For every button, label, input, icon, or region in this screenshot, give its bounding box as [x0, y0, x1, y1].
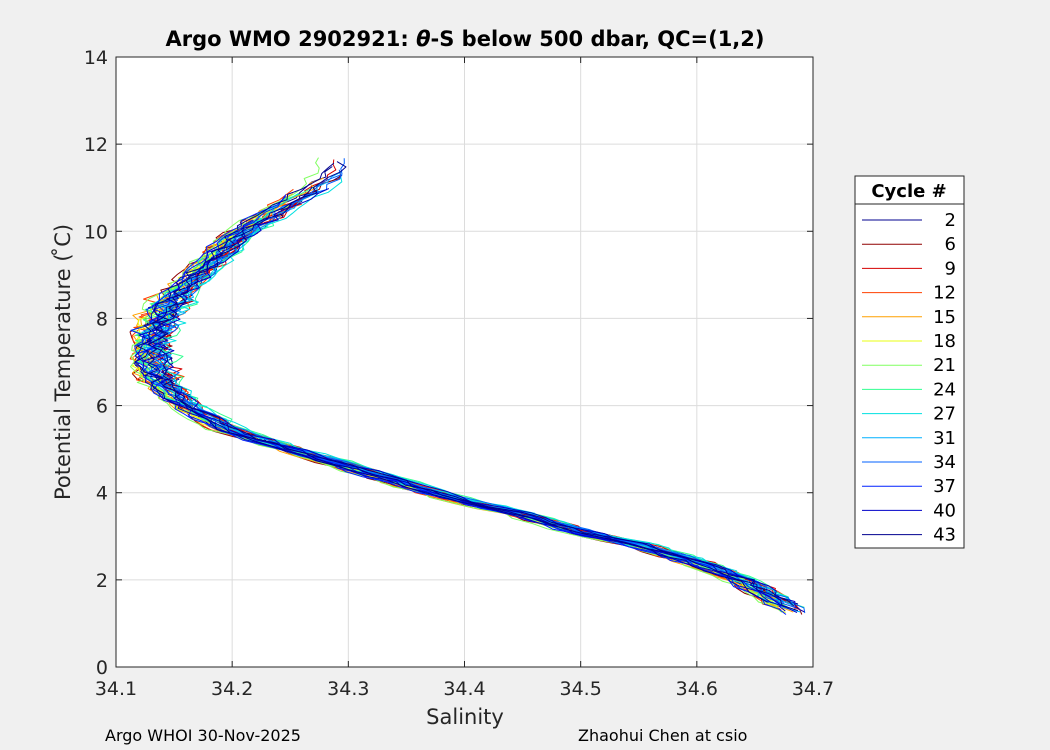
- legend-label: 21: [933, 355, 956, 376]
- x-tick-label: 34.2: [211, 678, 253, 700]
- y-tick-label: 12: [84, 134, 108, 156]
- series-line-cycle-34: [141, 220, 797, 609]
- series-lines: [129, 157, 806, 615]
- legend-label: 12: [933, 283, 956, 304]
- y-tick-label: 14: [84, 47, 108, 69]
- series-line-cycle-31: [135, 208, 801, 613]
- legend-label: 9: [945, 258, 956, 279]
- series-line-cycle-31: [144, 171, 793, 607]
- x-tick-label: 34.6: [676, 678, 718, 700]
- legend-label: 31: [933, 428, 956, 449]
- legend-label: 6: [945, 234, 956, 255]
- y-tick-label: 10: [84, 221, 108, 243]
- legend-label: 15: [933, 307, 956, 328]
- y-tick-label: 8: [96, 308, 108, 330]
- x-tick-label: 34.5: [560, 678, 602, 700]
- y-tick-label: 0: [96, 657, 108, 679]
- legend: Cycle # 2 6 9 12 15 18 21 24 27 31 34 37 40 43: [854, 175, 965, 549]
- footer-left: Argo WHOI 30-Nov-2025: [105, 726, 301, 745]
- chart-title: Argo WMO 2902921: θ-S below 500 dbar, QC…: [165, 27, 764, 51]
- x-tick-label: 34.1: [95, 678, 137, 700]
- series-line-cycle-37: [133, 195, 787, 615]
- legend-label: 34: [933, 452, 956, 473]
- legend-label: 24: [933, 379, 956, 400]
- x-tick-label: 34.7: [792, 678, 834, 700]
- footer-right: Zhaohui Chen at csio: [578, 726, 747, 745]
- series-line-cycle-21: [130, 157, 783, 613]
- x-axis-label: Salinity: [426, 705, 504, 729]
- y-tick-label: 2: [96, 570, 108, 592]
- x-tick-label: 34.4: [443, 678, 485, 700]
- legend-label: 37: [933, 476, 956, 497]
- legend-entries: 2 6 9 12 15 18 21 24 27 31 34 37 40 43: [862, 210, 956, 546]
- legend-label: 27: [933, 404, 956, 425]
- grid-lines: [116, 57, 813, 667]
- legend-label: 2: [945, 210, 956, 231]
- legend-title: Cycle #: [871, 181, 946, 202]
- y-tick-label: 6: [96, 396, 108, 418]
- y-axis-label: Potential Temperature ( ̊C): [51, 224, 75, 500]
- legend-label: 18: [933, 331, 956, 352]
- series-line-cycle-43: [134, 162, 768, 603]
- legend-label: 43: [933, 525, 956, 546]
- series-line-cycle-43: [147, 161, 795, 607]
- x-tick-label: 34.3: [327, 678, 369, 700]
- axis-ticks: 34.1 34.2 34.3 34.4 34.5 34.6 34.7 0 2 4 6 8 10 12 14: [84, 47, 834, 700]
- legend-label: 40: [933, 500, 956, 521]
- y-tick-label: 4: [96, 483, 108, 505]
